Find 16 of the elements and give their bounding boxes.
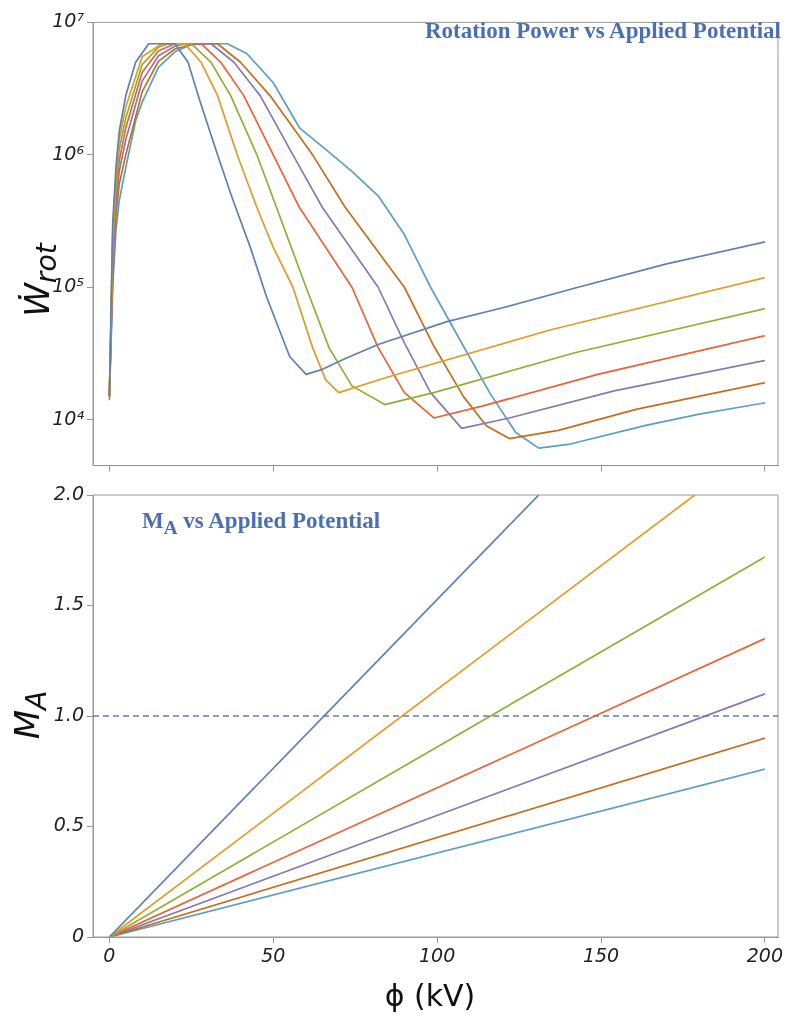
x-axis-title: ϕ (kV) — [384, 977, 476, 1013]
y-tick-label: 1.5 — [53, 592, 84, 615]
x-tick-label: 50 — [261, 944, 286, 967]
chart-title: Rotation Power vs Applied Potential — [424, 18, 781, 44]
text: M$_{A}$ vs Applied Potential — [142, 508, 381, 539]
y-tick-label: 0 — [71, 923, 84, 946]
y-tick-label: 1.0 — [53, 702, 84, 725]
y-tick-label: 10⁶ — [52, 141, 85, 164]
y-tick-label: 10⁴ — [52, 406, 85, 429]
x-tick-label: 0 — [103, 944, 116, 967]
y-tick-label: 0.5 — [53, 813, 84, 836]
x-tick-label: 200 — [746, 944, 784, 967]
x-tick-label: 150 — [582, 944, 620, 967]
y-tick-label: 10⁷ — [52, 9, 85, 32]
y-tick-label: 2.0 — [53, 481, 84, 504]
x-tick-label: 100 — [419, 944, 456, 967]
